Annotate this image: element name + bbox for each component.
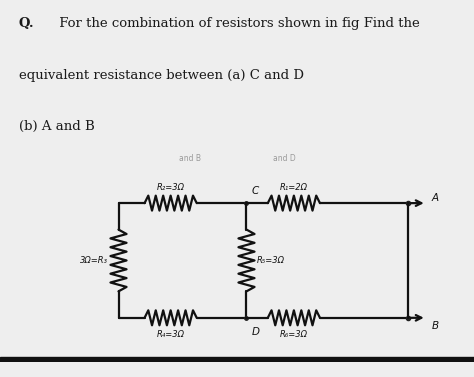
Text: (b) A and B: (b) A and B [19, 120, 95, 133]
Bar [0, 357, 474, 366]
Text: C: C [251, 186, 258, 196]
Text: and B: and B [179, 154, 201, 163]
Text: 3Ω=R₃: 3Ω=R₃ [80, 256, 108, 265]
Text: B: B [431, 321, 438, 331]
Text: R₁=2Ω: R₁=2Ω [280, 183, 308, 192]
Text: D: D [252, 326, 260, 337]
Text: equivalent resistance between (a) C and D: equivalent resistance between (a) C and … [19, 69, 304, 82]
Text: and D: and D [273, 154, 296, 163]
Text: R₄=3Ω: R₄=3Ω [156, 330, 185, 339]
Text: For the combination of resistors shown in fig Find the: For the combination of resistors shown i… [55, 17, 419, 30]
Text: R₂=3Ω: R₂=3Ω [156, 183, 185, 192]
Text: Q.: Q. [19, 17, 35, 30]
Text: A: A [431, 193, 438, 203]
Text: R₆=3Ω: R₆=3Ω [280, 330, 308, 339]
Text: R₅=3Ω: R₅=3Ω [257, 256, 285, 265]
